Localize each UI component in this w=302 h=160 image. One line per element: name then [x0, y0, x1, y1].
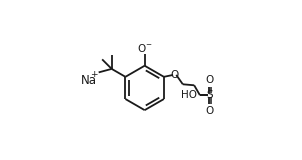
Text: +: +	[90, 70, 98, 79]
Text: S: S	[206, 90, 213, 100]
Text: O: O	[205, 106, 214, 116]
Text: Na: Na	[80, 73, 96, 87]
Text: O: O	[171, 70, 179, 80]
Text: HO: HO	[181, 90, 197, 100]
Text: O: O	[205, 75, 214, 84]
Text: O$^{-}$: O$^{-}$	[137, 41, 153, 53]
